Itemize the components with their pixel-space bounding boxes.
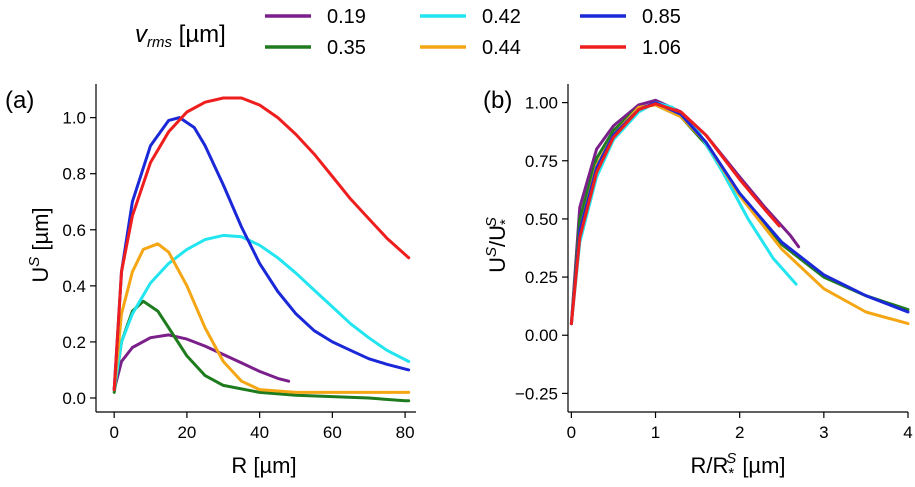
panel-a-ylabel-sup: S [26, 257, 43, 267]
panel-a-y-tick-label: 0.8 [62, 165, 86, 184]
panel-b-xlabel-sup: S [726, 450, 736, 467]
panel-a-ylabel-unit: [µm] [28, 207, 53, 256]
legend-title: vrms [µm] [135, 21, 226, 51]
panel-a-x-tick-label: 20 [177, 423, 196, 442]
panel-a-x-tick-label: 80 [396, 423, 415, 442]
panel-a: (a) 0 20 40 60 80 0.0 0.2 0.4 0.6 0.8 1.0 R [µm] U… [5, 84, 416, 478]
panel-b-series-0_19 [569, 98, 801, 326]
panel-a-ylabel: US [µm] [26, 207, 53, 282]
panel-b-y-tick-label: 0.50 [525, 210, 558, 229]
panel-a-series-1_06 [112, 96, 411, 392]
panel-b-ylabel-main: U [485, 257, 510, 273]
panel-a-x-tick-label: 0 [109, 423, 118, 442]
panel-b-ylabel: US/U*S [483, 217, 514, 273]
legend-label-0_44: 0.44 [482, 37, 521, 59]
panel-b-x-tick-label: 2 [735, 423, 744, 442]
panel-b-xlabel: R/R*S [µm] [690, 450, 785, 482]
legend: vrms [µm] 0.19 0.35 0.42 0.44 0.85 1.06 [135, 6, 681, 59]
panel-a-ylabel-main: U [28, 267, 53, 283]
panel-a-x-tick-label: 40 [250, 423, 269, 442]
panel-b-series-0_85 [569, 101, 910, 326]
panel-b-series-1_06 [569, 102, 781, 326]
panel-b-x-tick-label: 0 [567, 423, 576, 442]
legend-label-0_19: 0.19 [327, 6, 366, 28]
panel-a-xlabel: R [µm] [231, 453, 296, 478]
panel-b-y-tick-label: −0.25 [515, 384, 558, 403]
panel-b-y-tick-label: 0.25 [525, 268, 558, 287]
panel-b-y-tick-label: 0.00 [525, 326, 558, 345]
panel-b-ylabel-sup: S [483, 247, 500, 257]
panel-b-label: (b) [483, 87, 512, 114]
panel-b-x-tick-label: 3 [819, 423, 828, 442]
legend-label-0_35: 0.35 [327, 37, 366, 59]
legend-label-0_85: 0.85 [642, 6, 681, 28]
legend-label-0_42: 0.42 [482, 6, 521, 28]
panel-b-ylabel-mid: /U [485, 225, 510, 247]
panel-a-y-tick-label: 1.0 [62, 109, 86, 128]
panel-b: (b) 0 1 2 3 4−0.250.000.250.500.751.00 R/R*S… [483, 84, 913, 482]
panel-b-x-tick-label: 4 [903, 423, 912, 442]
panel-b-y-tick-label: 1.00 [525, 94, 558, 113]
panel-b-ylabel-sup2: S [483, 217, 500, 227]
panel-b-x-tick-label: 1 [651, 423, 660, 442]
panel-a-x-tick-label: 60 [323, 423, 342, 442]
legend-title-sub: rms [147, 34, 172, 51]
panel-a-series-0_44 [112, 242, 411, 394]
panel-a-label: (a) [5, 87, 34, 114]
legend-label-1_06: 1.06 [642, 37, 681, 59]
panel-a-series-0_85 [112, 116, 411, 392]
panel-a-series-0_19 [112, 333, 291, 392]
panel-b-y-tick-label: 0.75 [525, 152, 558, 171]
panel-a-y-tick-label: 0.4 [62, 277, 86, 296]
panel-a-y-tick-label: 0.0 [62, 389, 86, 408]
panel-a-series-0_42 [112, 233, 411, 392]
panel-b-xlabel-sub: * [728, 465, 734, 482]
panel-b-xlabel-unit: [µm] [736, 453, 785, 478]
panel-a-series-0_35 [112, 299, 411, 403]
panel-a-y-tick-label: 0.2 [62, 333, 86, 352]
legend-title-var: v [135, 21, 149, 48]
panel-a-y-tick-label: 0.6 [62, 221, 86, 240]
panel-b-xlabel-main: R/R [690, 453, 728, 478]
legend-title-unit: [µm] [172, 21, 226, 48]
panel-b-ylabel-sub: * [497, 219, 514, 225]
